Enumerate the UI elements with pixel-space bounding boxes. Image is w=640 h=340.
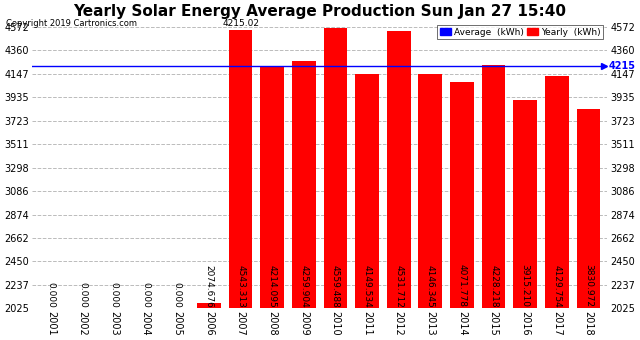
Bar bbox=[228, 30, 252, 308]
Text: 4215: 4215 bbox=[609, 62, 636, 71]
Text: 4559.488: 4559.488 bbox=[331, 265, 340, 307]
Text: 0.000: 0.000 bbox=[46, 282, 55, 307]
Bar bbox=[513, 100, 537, 308]
Text: 4214.095: 4214.095 bbox=[268, 265, 276, 307]
Text: 4531.712: 4531.712 bbox=[394, 265, 403, 307]
Text: 4146.345: 4146.345 bbox=[426, 265, 435, 307]
Bar bbox=[482, 65, 506, 308]
Text: 4149.534: 4149.534 bbox=[363, 265, 372, 307]
Legend: Average  (kWh), Yearly  (kWh): Average (kWh), Yearly (kWh) bbox=[437, 25, 603, 39]
Text: 4543.313: 4543.313 bbox=[236, 265, 245, 307]
Bar bbox=[355, 74, 379, 308]
Text: 4259.904: 4259.904 bbox=[300, 265, 308, 307]
Bar bbox=[577, 109, 600, 308]
Bar bbox=[387, 31, 411, 308]
Text: 4071.778: 4071.778 bbox=[458, 265, 467, 307]
Text: 0.000: 0.000 bbox=[109, 282, 118, 307]
Text: 3915.210: 3915.210 bbox=[521, 265, 530, 307]
Bar bbox=[545, 76, 569, 308]
Text: 0.000: 0.000 bbox=[141, 282, 150, 307]
Bar bbox=[197, 303, 221, 308]
Text: Copyright 2019 Cartronics.com: Copyright 2019 Cartronics.com bbox=[6, 19, 138, 28]
Bar bbox=[419, 74, 442, 308]
Text: 4129.754: 4129.754 bbox=[552, 265, 561, 307]
Text: 4228.218: 4228.218 bbox=[489, 265, 498, 307]
Text: 4215.02: 4215.02 bbox=[222, 19, 259, 29]
Bar bbox=[324, 28, 348, 308]
Text: 3830.972: 3830.972 bbox=[584, 265, 593, 307]
Text: 0.000: 0.000 bbox=[173, 282, 182, 307]
Bar bbox=[450, 82, 474, 308]
Text: 2074.676: 2074.676 bbox=[204, 265, 214, 307]
Bar bbox=[292, 62, 316, 308]
Text: 0.000: 0.000 bbox=[78, 282, 87, 307]
Bar bbox=[260, 67, 284, 308]
Title: Yearly Solar Energy Average Production Sun Jan 27 15:40: Yearly Solar Energy Average Production S… bbox=[73, 4, 566, 19]
